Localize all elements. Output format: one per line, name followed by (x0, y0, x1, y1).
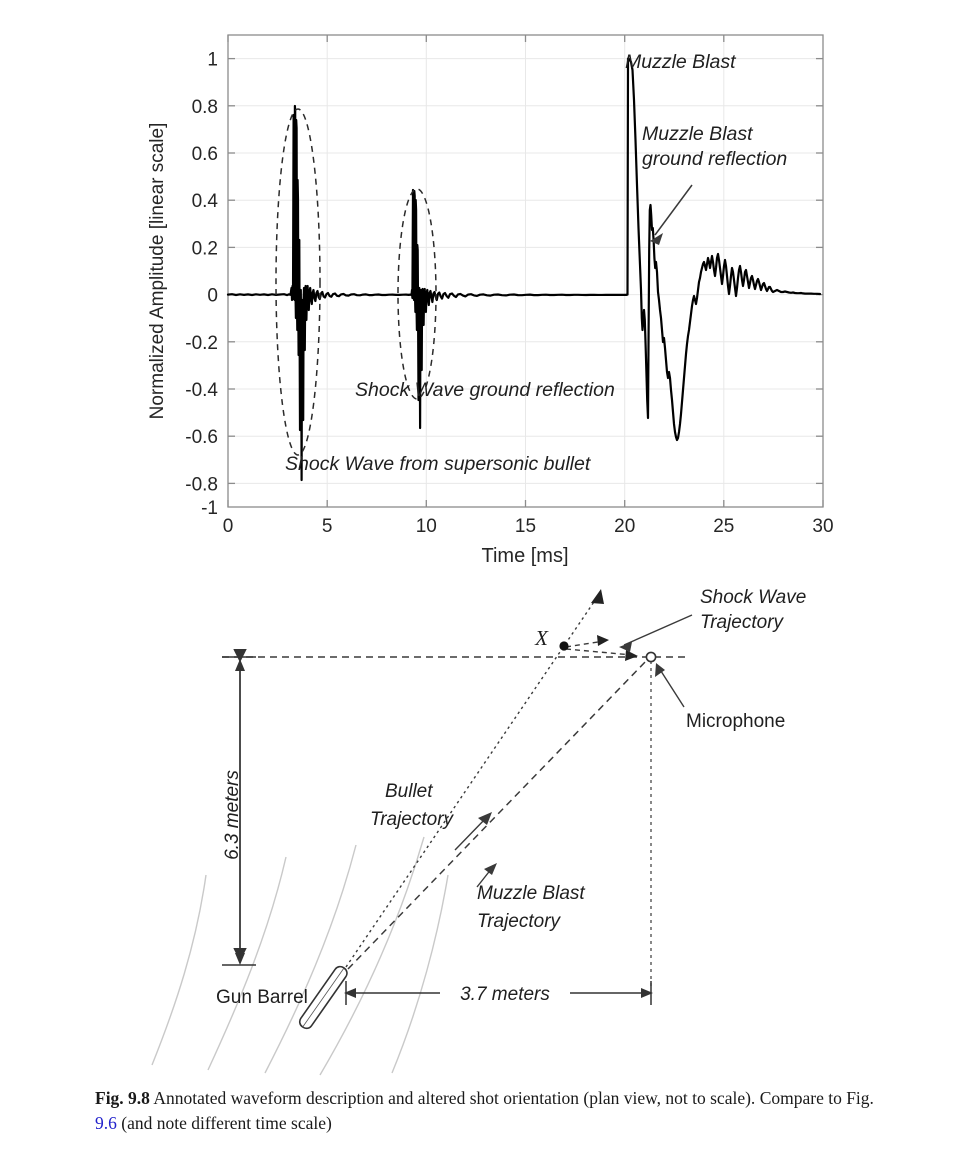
x-tick-labels: 0 5 10 15 20 25 30 (223, 516, 834, 537)
shock-wave-arrows (565, 635, 638, 661)
y-tick-label: -0.2 (185, 333, 218, 354)
y-tick-label: 0.8 (192, 97, 218, 118)
muzzle-blast-annotation: Muzzle Blast (625, 51, 737, 73)
horizontal-dimension-label: 3.7 meters (460, 984, 550, 1005)
y-axis-title: Normalized Amplitude [linear scale] (147, 123, 168, 420)
y-tick-label: 0 (207, 286, 218, 307)
x-tick-label: 25 (713, 516, 734, 537)
microphone-leader (655, 663, 685, 708)
y-tick-label: -1 (201, 498, 218, 519)
intersection-point-label: X (534, 626, 549, 650)
x-tick-label: 15 (515, 516, 536, 537)
waveform-chart-panel: 1 0.8 0.6 0.4 0.2 0 -0.2 -0.4 -0.6 -0.8 … (0, 0, 964, 575)
figure-caption-reference-link[interactable]: 9.6 (95, 1112, 117, 1133)
y-tick-label: 0.6 (192, 144, 218, 165)
wavefront-arcs (151, 836, 449, 1076)
figure-caption-label: Fig. 9.8 (95, 1088, 150, 1108)
muzzle-blast-trajectory-label-line1: Muzzle Blast (477, 883, 585, 904)
x-tick-label: 10 (416, 516, 437, 537)
x-axis-title: Time [ms] (481, 545, 568, 567)
x-tick-label: 5 (322, 516, 333, 537)
muzzle-blast-trajectory-leader (476, 863, 497, 888)
figure-caption-text-2a: Compare to Fig. (759, 1088, 874, 1108)
muzzle-blast-reflection-arrow-icon (650, 184, 693, 245)
muzzle-blast-reflection-annotation-line2: ground reflection (642, 148, 787, 170)
microphone-label: Microphone (686, 711, 785, 732)
gun-barrel-icon (298, 965, 348, 1030)
y-tick-label: -0.6 (185, 427, 218, 448)
plan-view-svg: 6.3 meters 3.7 meters (151, 587, 806, 1076)
shock-wave-trajectory-label-line2: Trajectory (700, 612, 785, 633)
y-tick-label: 0.2 (192, 238, 218, 259)
figure-caption: Fig. 9.8 Annotated waveform description … (95, 1086, 895, 1136)
shock-reflection-annotation: Shock Wave ground reflection (355, 379, 615, 401)
ellipse-shock-reflection-icon (397, 188, 437, 400)
microphone-marker-icon (645, 651, 657, 663)
bullet-trajectory-label-line1: Bullet (385, 781, 433, 802)
figure-caption-text-1: Annotated waveform description and alter… (153, 1088, 756, 1108)
intersection-point-marker (559, 641, 569, 651)
y-tick-label: 0.4 (192, 191, 219, 212)
bullet-trajectory-arrowhead-icon (591, 589, 604, 604)
muzzle-blast-reflection-annotation-line1: Muzzle Blast (642, 123, 754, 145)
x-tick-label: 0 (223, 516, 234, 537)
figure-caption-text-2b: (and note different time scale) (121, 1112, 332, 1133)
ellipse-shock-wave-icon (275, 108, 321, 456)
y-tick-label: -0.8 (185, 474, 218, 495)
bullet-trajectory-label-line2: Trajectory (370, 809, 455, 830)
plan-view-diagram-panel: 6.3 meters 3.7 meters (0, 575, 964, 1080)
muzzle-blast-trajectory-label-line2: Trajectory (477, 911, 562, 932)
x-tick-label: 30 (812, 516, 833, 537)
bullet-trajectory-leader (454, 812, 492, 851)
shock-wave-trajectory-label-line1: Shock Wave (700, 587, 806, 608)
horizontal-dimension (344, 979, 653, 1007)
x-tick-marks (227, 35, 824, 507)
waveform-svg: 1 0.8 0.6 0.4 0.2 0 -0.2 -0.4 -0.6 -0.8 … (147, 34, 834, 567)
vertical-dimension-label: 6.3 meters (222, 770, 243, 860)
y-tick-label: 1 (207, 50, 218, 71)
y-tick-label: -0.4 (185, 380, 218, 401)
y-tick-labels: 1 0.8 0.6 0.4 0.2 0 -0.2 -0.4 -0.6 -0.8 … (185, 50, 218, 519)
shock-wave-annotation: Shock Wave from supersonic bullet (285, 453, 592, 475)
gun-barrel-label: Gun Barrel (216, 987, 308, 1008)
x-tick-label: 20 (614, 516, 635, 537)
shock-wave-trajectory-leader (619, 614, 693, 652)
waveform-trace (226, 57, 822, 482)
